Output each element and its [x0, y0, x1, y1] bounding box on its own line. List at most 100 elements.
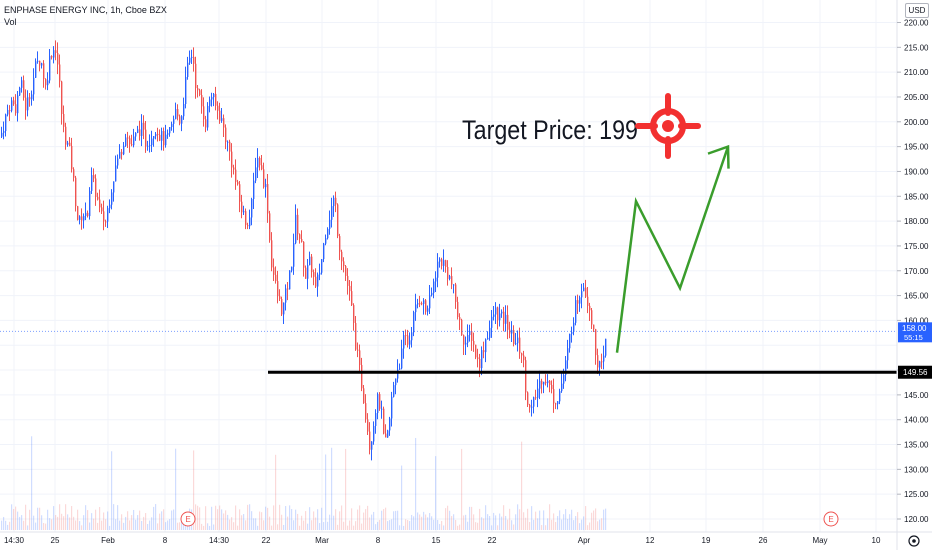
- candle-body: [189, 57, 191, 63]
- volume-bar: [133, 509, 135, 530]
- candle-body: [581, 291, 583, 298]
- volume-bar: [571, 509, 573, 530]
- x-tick-label: Mar: [315, 536, 329, 545]
- candle-body: [267, 184, 269, 214]
- earnings-circle: [180, 511, 196, 527]
- candle-body: [533, 397, 535, 407]
- volume-bar: [577, 512, 579, 530]
- y-tick-label: 200.00: [904, 118, 929, 127]
- candle-body: [237, 181, 239, 185]
- volume-bar: [525, 517, 527, 530]
- candle-body: [449, 276, 451, 279]
- volume-bar: [493, 512, 495, 530]
- projection-path[interactable]: [615, 146, 730, 353]
- candle-body: [489, 327, 491, 338]
- candle-body: [529, 404, 531, 408]
- candle-body: [311, 256, 313, 273]
- candle-body: [223, 118, 225, 128]
- volume-bar: [583, 516, 585, 530]
- earnings-marker[interactable]: E: [180, 511, 196, 527]
- volume-bar: [25, 504, 27, 530]
- candle-body: [301, 239, 303, 242]
- projection-arrowhead[interactable]: [707, 144, 730, 169]
- y-tick-label: 215.00: [904, 43, 929, 52]
- volume-bar: [419, 514, 421, 530]
- candle-body: [217, 105, 219, 111]
- volume-bar: [515, 514, 517, 530]
- drawing-layer[interactable]: Target Price: 199: [0, 93, 897, 374]
- volume-label[interactable]: Vol: [4, 17, 17, 27]
- symbol-title[interactable]: ENPHASE ENERGY INC, 1h, Cboe BZX: [4, 5, 167, 15]
- volume-bar: [157, 523, 159, 530]
- currency-button[interactable]: USD: [905, 3, 929, 18]
- candle-body: [157, 133, 159, 135]
- candle-body: [95, 178, 97, 197]
- volume-bar: [345, 448, 347, 530]
- candle-body: [445, 260, 447, 267]
- volume-bar: [253, 518, 255, 530]
- candle-body: [371, 441, 373, 450]
- volume-bar: [145, 513, 147, 530]
- candle-body: [227, 141, 229, 143]
- volume-bar: [147, 524, 149, 530]
- y-tick-label: 170.00: [904, 267, 929, 276]
- volume-bar: [37, 507, 39, 530]
- candle-layer: [1, 40, 607, 461]
- y-tick-label: 190.00: [904, 167, 929, 176]
- volume-bar: [415, 437, 417, 530]
- settings-icon[interactable]: [908, 535, 920, 547]
- volume-bar: [159, 513, 161, 530]
- volume-bar: [535, 511, 537, 530]
- candle-body: [15, 104, 17, 114]
- candle-body: [99, 199, 101, 208]
- volume-bar: [51, 519, 53, 530]
- volume-bar: [141, 520, 143, 530]
- candle-body: [287, 288, 289, 290]
- candle-body: [355, 322, 357, 350]
- volume-bar: [75, 520, 77, 530]
- target-price-label[interactable]: Target Price: 199: [462, 115, 638, 145]
- volume-bar: [369, 517, 371, 530]
- candle-body: [265, 184, 267, 188]
- volume-bar: [543, 510, 545, 530]
- candle-body: [361, 364, 363, 389]
- candle-body: [589, 305, 591, 311]
- volume-bar: [365, 509, 367, 530]
- volume-bar: [79, 521, 81, 530]
- earnings-marker[interactable]: E: [823, 511, 839, 527]
- volume-bar: [507, 519, 509, 530]
- volume-bar: [427, 517, 429, 530]
- candle-body: [249, 217, 251, 227]
- volume-bar: [455, 519, 457, 530]
- candle-body: [563, 375, 565, 384]
- volume-bar: [471, 506, 473, 530]
- volume-bar: [113, 504, 115, 530]
- volume-bar: [225, 510, 227, 530]
- volume-bar: [601, 518, 603, 530]
- candle-body: [251, 199, 253, 218]
- candle-body: [391, 396, 393, 419]
- candle-body: [119, 151, 121, 159]
- candle-body: [259, 158, 261, 166]
- candle-body: [333, 197, 335, 207]
- candle-body: [21, 80, 23, 88]
- candle-body: [385, 433, 387, 438]
- volume-bar: [603, 509, 605, 530]
- volume-bar: [479, 508, 481, 530]
- volume-bar: [523, 512, 525, 530]
- volume-bar: [99, 506, 101, 530]
- candle-body: [275, 274, 277, 282]
- volume-bar: [349, 520, 351, 530]
- volume-bar: [55, 515, 57, 530]
- candle-body: [103, 211, 105, 222]
- candle-body: [31, 94, 33, 100]
- candle-body: [63, 114, 65, 127]
- volume-bar: [505, 515, 507, 530]
- volume-bar: [303, 520, 305, 530]
- volume-bar: [167, 520, 169, 530]
- volume-bar: [251, 511, 253, 530]
- level-price-box: [898, 365, 932, 379]
- candle-body: [549, 380, 551, 385]
